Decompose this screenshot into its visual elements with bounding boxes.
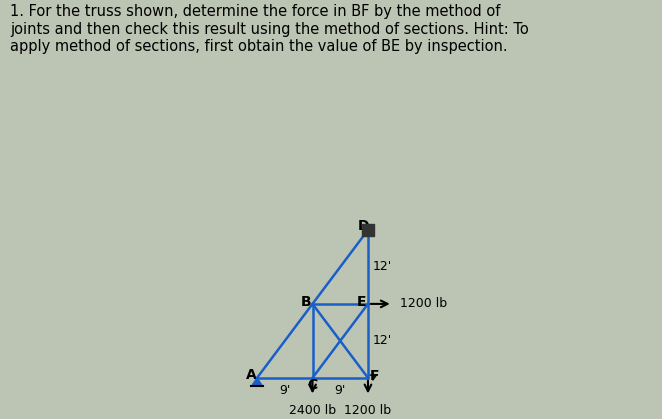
Text: C: C — [307, 378, 318, 392]
Text: 12': 12' — [372, 261, 391, 274]
Text: 1. For the truss shown, determine the force in BF by the method of
joints and th: 1. For the truss shown, determine the fo… — [10, 4, 529, 54]
Text: F: F — [369, 369, 379, 383]
Text: 12': 12' — [372, 334, 391, 347]
Text: 9': 9' — [279, 384, 291, 397]
Polygon shape — [252, 378, 262, 385]
Text: 2400 lb: 2400 lb — [289, 404, 336, 417]
Text: B: B — [301, 295, 311, 309]
Text: 1200 lb: 1200 lb — [400, 297, 447, 310]
Text: D: D — [357, 219, 369, 233]
Text: 1200 lb: 1200 lb — [344, 404, 391, 417]
Text: A: A — [246, 368, 256, 383]
Text: 9': 9' — [334, 384, 346, 397]
Text: E: E — [356, 295, 366, 309]
